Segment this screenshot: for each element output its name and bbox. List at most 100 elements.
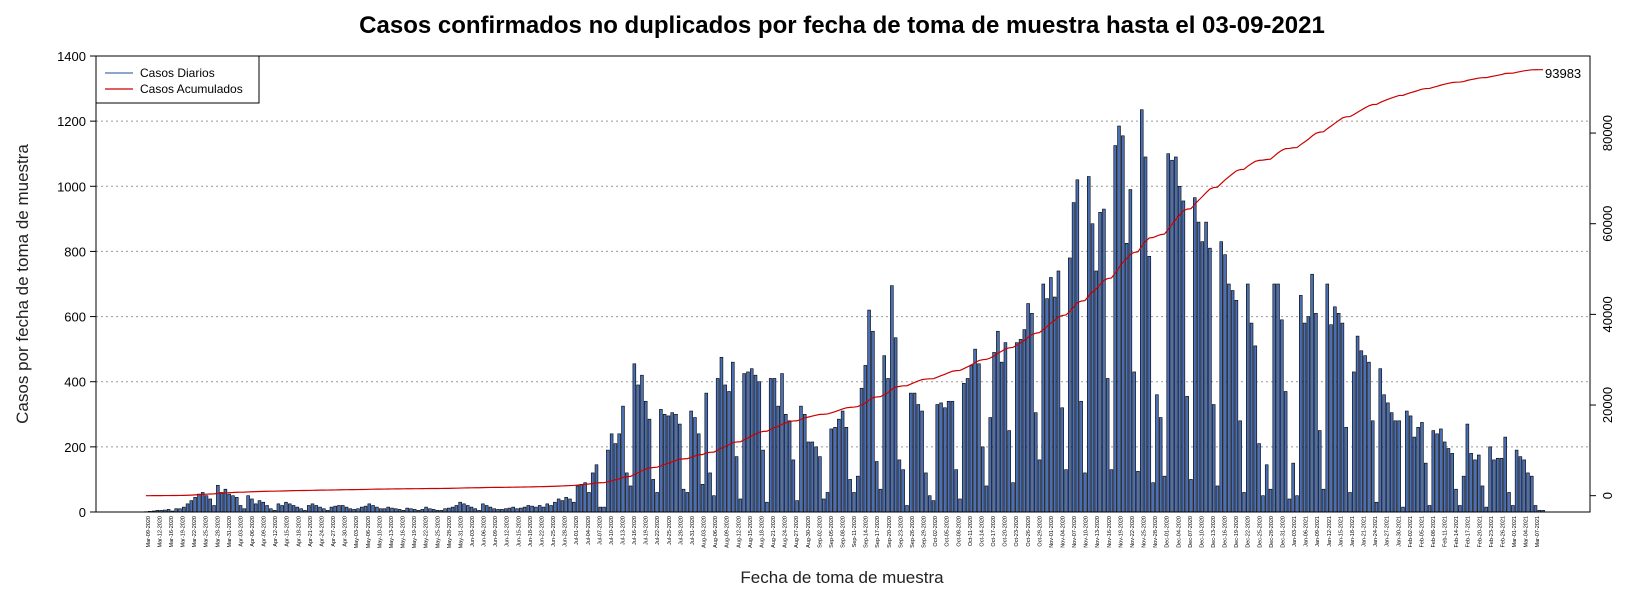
x-tick-label: Feb-17-2021 — [1466, 516, 1472, 548]
bar — [197, 493, 201, 513]
x-tick-label: Aug-15-2020 — [748, 516, 754, 548]
bar — [924, 472, 928, 513]
x-tick-label: Apr-24-2020 — [319, 516, 325, 547]
x-tick-label: Feb-02-2021 — [1408, 516, 1414, 548]
x-tick-label: Mar-19-2020 — [181, 516, 187, 548]
x-tick-label: Sep-11-2020 — [852, 516, 858, 547]
bar — [545, 503, 550, 513]
bar — [238, 505, 243, 513]
bar — [897, 459, 902, 513]
bar — [814, 446, 818, 513]
bar — [757, 381, 762, 513]
x-tick-label: Mar-28-2020 — [215, 516, 221, 548]
y-axis-right: 0 20000 40000 60000 80000 — [1590, 115, 1615, 499]
bar — [655, 492, 659, 513]
bar — [1268, 488, 1273, 513]
bar — [996, 330, 1000, 513]
bar — [250, 498, 254, 513]
x-tick-label: Jul-07-2020 — [597, 516, 603, 545]
bar — [776, 405, 780, 513]
x-tick-label: Aug-06-2020 — [713, 516, 719, 548]
x-tick-label: Jan-03-2021 — [1292, 516, 1298, 547]
bar — [806, 441, 811, 513]
x-tick-label: Jun-03-2020 — [470, 516, 476, 547]
x-tick-label: Oct-17-2020 — [991, 516, 997, 547]
bar — [1276, 283, 1280, 513]
bar — [1227, 283, 1231, 513]
x-tick-label: Jan-06-2021 — [1304, 516, 1310, 547]
bar — [1170, 159, 1174, 513]
bar — [1310, 273, 1314, 513]
bar — [859, 387, 864, 513]
bar — [193, 497, 197, 513]
x-tick-label: Jan-24-2021 — [1373, 516, 1379, 547]
bar — [780, 373, 784, 513]
x-tick-label: Dec-25-2020 — [1257, 516, 1263, 548]
bar — [954, 469, 958, 513]
bars — [144, 109, 1545, 513]
bar — [731, 361, 735, 513]
bar — [1530, 475, 1534, 513]
bar — [799, 405, 803, 513]
bar — [829, 428, 833, 513]
x-tick-label: Oct-11-2020 — [968, 516, 974, 546]
bar — [1287, 498, 1292, 513]
y2-tick-label: 80000 — [1600, 115, 1615, 151]
bar — [1499, 457, 1504, 513]
bar — [1299, 295, 1303, 513]
bar — [450, 506, 455, 513]
bar — [696, 433, 701, 513]
bar — [939, 402, 943, 513]
bar — [1488, 446, 1492, 513]
bar — [1533, 505, 1538, 513]
x-tick-label: Jan-21-2021 — [1362, 516, 1368, 547]
bar — [1208, 247, 1212, 513]
y-axis-label: Casos por fecha de toma de muestra — [13, 144, 32, 424]
bar — [621, 405, 625, 513]
bar — [878, 488, 883, 513]
bar — [1454, 488, 1458, 513]
bar — [375, 506, 379, 513]
bar — [1230, 290, 1235, 513]
x-tick-label: Aug-12-2020 — [736, 516, 742, 548]
x-tick-label: Nov-28-2020 — [1153, 516, 1159, 548]
x-tick-label: Nov-07-2020 — [1072, 516, 1078, 548]
y-tick-label: 1400 — [57, 49, 86, 64]
x-tick-label: Dec-10-2020 — [1199, 516, 1205, 548]
bar — [840, 410, 845, 513]
bar — [1446, 448, 1451, 513]
bar — [1079, 400, 1083, 513]
x-tick-label: Sep-29-2020 — [922, 516, 928, 548]
bar — [977, 363, 981, 513]
x-tick-label: Dec-16-2020 — [1223, 516, 1229, 548]
legend-label-daily: Casos Diarios — [140, 66, 215, 80]
bar — [481, 503, 485, 513]
x-tick-label: Jan-18-2021 — [1350, 516, 1356, 547]
x-tick-label: Sep-02-2020 — [817, 516, 823, 548]
bar — [1333, 306, 1337, 513]
bar — [742, 373, 746, 513]
bar — [1317, 430, 1322, 513]
x-tick-label: Sep-17-2020 — [875, 516, 881, 548]
x-tick-label: May-16-2020 — [401, 516, 407, 548]
bar — [1393, 420, 1398, 513]
x-tick-label: Dec-04-2020 — [1176, 516, 1182, 548]
bar — [1503, 436, 1507, 513]
x-tick-label: Nov-10-2020 — [1084, 516, 1090, 548]
bar — [253, 503, 258, 513]
x-tick-label: Oct-26-2020 — [1026, 516, 1032, 547]
y-tick-label: 200 — [64, 440, 86, 455]
bar — [1189, 479, 1193, 513]
bar — [1295, 495, 1299, 513]
bar — [882, 355, 887, 513]
bar — [712, 495, 716, 513]
chart-title: Casos confirmados no duplicados por fech… — [359, 12, 1325, 39]
bar — [1458, 505, 1462, 513]
y2-tick-label: 60000 — [1600, 206, 1615, 242]
x-tick-label: Apr-03-2020 — [238, 516, 244, 547]
bar — [583, 482, 587, 513]
bar — [333, 505, 337, 513]
bar — [1132, 371, 1136, 513]
x-tick-label: May-06-2020 — [366, 516, 372, 548]
